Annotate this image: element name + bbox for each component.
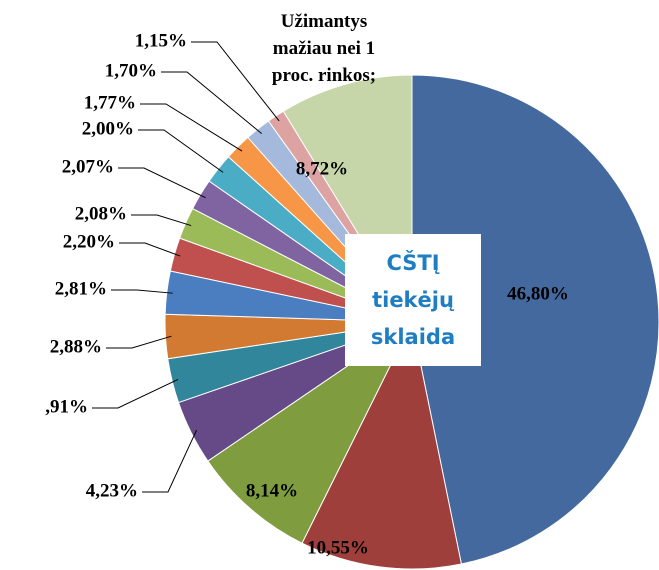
pie-slice	[411, 74, 659, 565]
value-label: 2,88%	[50, 336, 102, 357]
pie-slice	[301, 320, 462, 570]
pie-slice	[207, 320, 414, 544]
category-label: Užimantys mažiau nei 1 proc. rinkos;	[271, 11, 377, 86]
value-label: 1,77%	[84, 92, 136, 113]
leader-line	[142, 429, 198, 493]
leader-line	[111, 289, 173, 294]
value-label: 10,55%	[307, 537, 369, 558]
value-label: 4,23%	[86, 480, 138, 501]
value-label: 8,14%	[246, 480, 298, 501]
leader-line	[131, 214, 192, 227]
leader-line	[118, 167, 206, 199]
value-label: 2,07%	[62, 156, 114, 177]
leader-line	[106, 335, 172, 349]
value-label: 2,08%	[75, 203, 127, 224]
leader-line	[191, 41, 280, 122]
value-label: 2,20%	[63, 231, 115, 252]
leader-line	[92, 379, 179, 409]
value-label: 2,00%	[82, 118, 134, 139]
value-label: 46,80%	[507, 283, 569, 304]
leader-line	[138, 129, 224, 173]
value-label: ,91%	[45, 396, 88, 417]
value-label: 2,81%	[55, 278, 107, 299]
value-label: 1,15%	[135, 30, 187, 51]
value-label: 8,72%	[296, 158, 348, 179]
chart-title: CŠTĮ tiekėjų sklaida	[345, 234, 481, 366]
value-label: 1,70%	[105, 60, 157, 81]
leader-line	[119, 242, 181, 257]
leader-line	[140, 103, 243, 152]
leader-line	[161, 71, 263, 135]
